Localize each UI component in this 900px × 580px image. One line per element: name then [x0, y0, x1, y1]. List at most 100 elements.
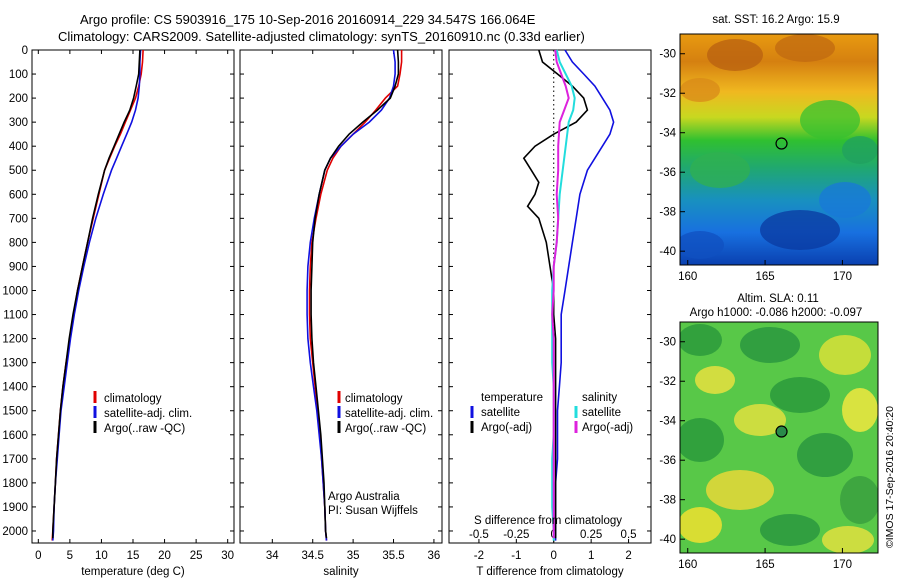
sla-patch	[740, 327, 800, 363]
lat-tick-label: -36	[659, 455, 676, 467]
x-tick-label: 34	[266, 550, 279, 562]
salinity-plot: 34 34.5 35 35.5 36	[266, 49, 441, 562]
sst-patch	[680, 78, 720, 102]
x-tick-label: 0	[551, 550, 557, 562]
title-line-1: Argo profile: CS 5903916_175 10-Sep-2016…	[80, 12, 536, 27]
s-tick-label: -0.25	[503, 529, 529, 541]
x-tick-label: 10	[95, 550, 108, 562]
legend-label: satellite	[582, 407, 621, 419]
depth-tick-label: 900	[9, 261, 28, 273]
difference-plot: -2 -1 0 1 2-0.5 -0.25 0 0.25 0.5	[469, 49, 637, 562]
lat-tick-label: -40	[659, 246, 676, 258]
lon-tick-label: 160	[678, 271, 697, 283]
difference-top-label: S difference from climatology	[474, 515, 622, 527]
lat-tick-label: -34	[659, 128, 676, 140]
sla-patch	[797, 433, 853, 477]
series-line-climatology	[51, 49, 144, 541]
sla-patch	[822, 526, 874, 553]
depth-tick-label: 1700	[2, 454, 28, 466]
sst-map-ticks: 160 165 170 -30 -32 -34 -36 -38 -40	[659, 49, 852, 283]
difference-xlabel: T difference from climatology	[476, 566, 623, 578]
lat-tick-label: -40	[659, 534, 676, 546]
depth-tick-label: 100	[9, 69, 28, 81]
temperature-legend: climatology satellite-adj. clim. Argo(..…	[93, 391, 192, 435]
sla-map-field	[680, 322, 878, 553]
sla-patch	[734, 404, 786, 436]
pi-text: PI: Susan Wijffels	[328, 505, 418, 517]
legend-label: Argo(..raw -QC)	[104, 423, 185, 435]
temperature-plot: 0 5 10 15 20 25 30	[35, 49, 234, 562]
depth-tick-label: 500	[9, 165, 28, 177]
lat-tick-label: -30	[659, 49, 676, 61]
sst-patch	[680, 231, 724, 259]
credit-text: Argo Australia	[328, 491, 400, 503]
depth-tick-label: 1800	[2, 478, 28, 490]
depth-tick-label: 1300	[2, 358, 28, 370]
sla-patch	[770, 377, 830, 413]
legend-label: Argo(..raw -QC)	[345, 423, 426, 435]
argo-location-marker	[775, 137, 788, 150]
sst-map-field	[680, 34, 878, 265]
lat-tick-label: -32	[659, 376, 676, 388]
depth-tick-label: 1200	[2, 334, 28, 346]
legend-label: Argo(-adj)	[582, 422, 633, 434]
legend-title-salinity: salinity	[582, 392, 617, 404]
sla-patch	[842, 388, 878, 432]
x-tick-label: -1	[511, 550, 521, 562]
series-line-satellite	[554, 49, 615, 541]
salinity-legend: climatology satellite-adj. clim. Argo(..…	[337, 391, 433, 435]
lon-tick-label: 165	[755, 559, 774, 571]
lat-tick-label: -34	[659, 416, 676, 428]
depth-tick-label: 200	[9, 93, 28, 105]
sst-map-frame	[679, 33, 879, 266]
legend-label: satellite	[481, 407, 520, 419]
x-tick-label: 5	[67, 550, 73, 562]
depth-ticks: 0 100 200 300 400 500 600 700 800 900 1000 1100 1200…	[2, 45, 651, 538]
lon-tick-label: 170	[833, 271, 852, 283]
sst-patch	[819, 182, 871, 218]
s-tick-label: 0.25	[580, 529, 602, 541]
sla-patch	[680, 418, 724, 462]
depth-tick-label: 1100	[3, 310, 28, 322]
lat-tick-label: -30	[659, 337, 676, 349]
depth-tick-label: 1600	[2, 430, 28, 442]
sst-patch	[842, 136, 878, 164]
depth-tick-label: 400	[9, 141, 28, 153]
sla-patch	[819, 335, 871, 375]
legend-label: satellite-adj. clim.	[104, 408, 192, 420]
series-line-satellite	[52, 49, 142, 541]
sst-patch	[707, 39, 763, 71]
sst-patch	[690, 152, 750, 188]
salinity-xlabel: salinity	[323, 566, 358, 578]
lon-tick-label: 165	[755, 271, 774, 283]
timestamp-stamp: ©IMOS 17-Sep-2016 20:40:20	[884, 406, 896, 548]
temperature-xlabel: temperature (deg C)	[81, 566, 185, 578]
s-tick-label: 0.5	[621, 529, 637, 541]
legend-label: climatology	[345, 393, 403, 405]
legend-label: Argo(-adj)	[481, 422, 532, 434]
depth-tick-label: 700	[9, 213, 28, 225]
series-line-argo	[522, 49, 589, 539]
sla-map-ticks: 160 165 170 -30 -32 -34 -36 -38 -40	[659, 337, 852, 571]
sla-patch	[840, 476, 878, 524]
x-tick-label: 35	[347, 550, 360, 562]
depth-tick-label: 600	[9, 189, 28, 201]
sla-patch	[680, 324, 722, 356]
series-line-sal_argo	[551, 49, 570, 539]
sla-patch	[706, 470, 774, 510]
lon-tick-label: 160	[678, 559, 697, 571]
depth-tick-label: 1500	[2, 406, 28, 418]
x-tick-label: 2	[625, 550, 631, 562]
sla-map-subtitle: Argo h1000: -0.086 h2000: -0.097	[690, 307, 863, 319]
x-tick-label: 15	[127, 550, 140, 562]
x-tick-label: 20	[158, 550, 171, 562]
x-tick-label: 25	[190, 550, 203, 562]
lat-tick-label: -36	[659, 167, 676, 179]
x-tick-label: 0	[35, 550, 41, 562]
x-tick-label: -2	[474, 550, 484, 562]
x-tick-label: 36	[428, 550, 441, 562]
depth-tick-label: 1000	[2, 285, 28, 297]
temperature-axes	[31, 49, 235, 544]
x-tick-label: 35.5	[382, 550, 404, 562]
